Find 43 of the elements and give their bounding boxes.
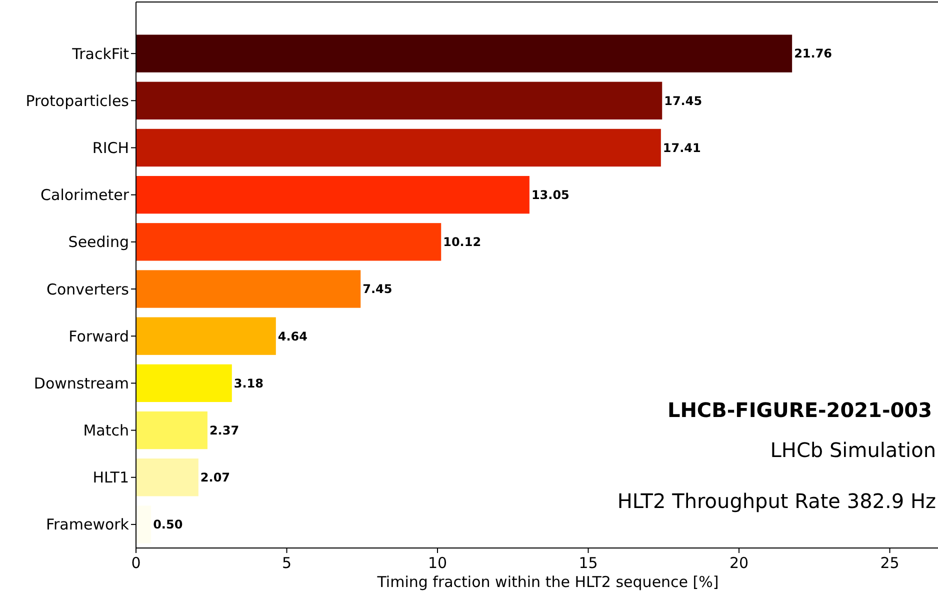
bar [136, 223, 442, 261]
y-tick-label: HLT1 [92, 468, 129, 487]
y-tick-label: Framework [46, 516, 130, 534]
bar [136, 128, 661, 167]
annotation: LHCb Simulation [770, 438, 936, 462]
bar [136, 364, 232, 402]
bar [136, 411, 208, 450]
annotation: HLT2 Throughput Rate 382.9 Hz [617, 489, 936, 513]
y-tick-label: Forward [68, 327, 129, 346]
data-label: 17.45 [664, 94, 702, 108]
data-label: 17.41 [662, 140, 701, 155]
bar [136, 458, 198, 496]
x-tick-label: 0 [131, 554, 141, 572]
data-label: 21.76 [794, 46, 832, 61]
annotation: LHCB-FIGURE-2021-003 [667, 398, 932, 422]
y-tick-label: Downstream [34, 374, 129, 392]
data-label: 0.50 [153, 518, 183, 532]
bar [136, 506, 152, 544]
x-tick-label: 5 [282, 554, 292, 572]
y-tick-label: TrackFit [71, 44, 130, 63]
y-tick-label: Calorimeter [40, 186, 130, 204]
y-tick-label: Protoparticles [26, 92, 130, 110]
y-tick-label: Converters [46, 280, 130, 298]
data-label: 7.45 [362, 282, 392, 296]
y-tick-label: Match [83, 422, 129, 440]
bar [136, 34, 792, 72]
bar [136, 270, 361, 308]
x-tick-label: 10 [428, 554, 448, 572]
data-label: 13.05 [531, 188, 570, 202]
y-tick-label: RICH [92, 138, 129, 157]
x-tick-label: 20 [729, 554, 749, 572]
x-tick-label: 15 [578, 554, 598, 572]
data-label: 2.37 [209, 423, 240, 438]
x-axis-title: Timing fraction within the HLT2 sequence [%] [376, 573, 719, 591]
data-label: 4.64 [278, 329, 308, 344]
bar [136, 317, 276, 355]
data-label: 3.18 [234, 376, 264, 390]
bar [136, 82, 662, 120]
data-label: 10.12 [443, 235, 482, 250]
y-tick-label: Seeding [68, 233, 129, 252]
x-tick-label: 25 [880, 554, 900, 572]
data-label: 2.07 [200, 470, 230, 485]
bar [136, 176, 530, 214]
